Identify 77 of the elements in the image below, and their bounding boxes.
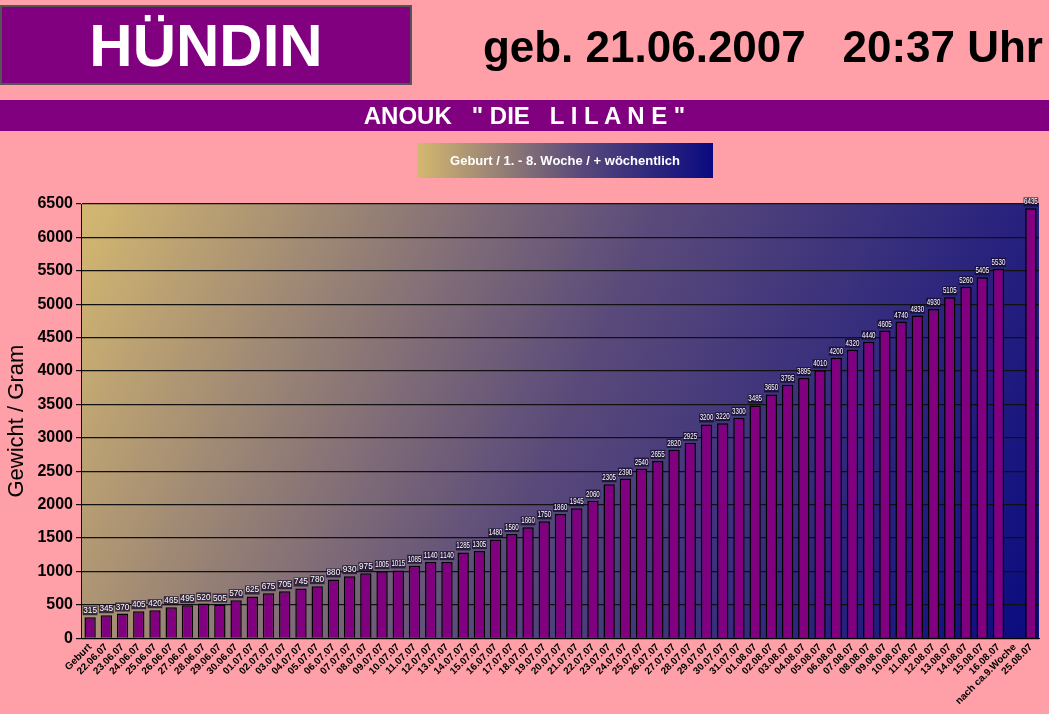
data-label: 3895 (796, 365, 811, 377)
data-label: 520 (196, 591, 211, 602)
data-label: 570 (229, 587, 244, 599)
data-label: 675 (261, 580, 276, 592)
data-label: 2060 (586, 488, 600, 499)
data-label: 2390 (618, 466, 633, 477)
data-label: 4010 (813, 358, 827, 369)
data-label: 1140 (423, 550, 439, 561)
text: Geburt / 1. - 8. Woche / + wöchentlich (417, 143, 713, 178)
data-label: 370 (115, 601, 130, 612)
y-tick-label: 1000 (37, 561, 74, 579)
data-label: 2925 (683, 430, 698, 442)
y-axis-title: Gewicht / Gram (3, 344, 29, 498)
data-label: 5530 (991, 256, 1006, 268)
data-label: 880 (326, 567, 341, 578)
data-label: 4740 (894, 309, 908, 320)
data-label: 625 (245, 584, 260, 595)
data-label: 975 (359, 560, 373, 572)
data-label: 2305 (602, 472, 617, 483)
data-label: 4200 (829, 345, 844, 356)
data-label: 1480 (488, 527, 503, 538)
y-tick-label: 500 (46, 595, 74, 613)
data-label: 405 (131, 598, 146, 610)
data-label: 4605 (878, 318, 892, 329)
data-label: 2655 (650, 448, 665, 460)
data-label: 745 (294, 576, 309, 587)
data-label: 1140 (440, 550, 455, 561)
data-label: 1945 (569, 496, 584, 507)
y-tick-label: 5000 (37, 294, 74, 312)
data-label: 3200 (699, 412, 714, 423)
data-label: 3485 (748, 393, 762, 404)
data-label: 1285 (456, 540, 471, 551)
chart-subtitle: ANOUK " DIE L I L A N E " (0, 100, 1049, 131)
data-label: 5260 (959, 274, 973, 286)
data-label: 3300 (732, 405, 746, 417)
data-label: 1305 (472, 538, 487, 550)
data-label: 345 (99, 602, 114, 614)
data-label: 1560 (504, 521, 519, 533)
y-tick-label: 6500 (37, 194, 74, 212)
data-label: 2540 (634, 456, 649, 467)
y-tick-label: 0 (64, 628, 74, 646)
data-label: 930 (342, 563, 357, 575)
data-label: 420 (148, 597, 163, 609)
y-tick-label: 4000 (37, 361, 74, 379)
data-label: 3650 (764, 382, 779, 393)
data-label: 4830 (910, 303, 925, 314)
data-label: 3220 (715, 410, 730, 422)
data-label: 315 (83, 604, 98, 616)
y-tick-label: 4500 (37, 328, 74, 346)
data-label: 4320 (845, 337, 860, 348)
text: geb. 21.06.2007 20:37 Uhr (481, 22, 1044, 72)
y-tick-label: 3000 (37, 428, 74, 446)
y-tick-label: 1500 (37, 528, 74, 546)
data-label: 4930 (926, 296, 941, 308)
data-label: 4440 (861, 329, 876, 340)
data-label: 1750 (537, 509, 552, 520)
data-label: 1005 (375, 558, 389, 570)
data-label: 5405 (975, 264, 990, 276)
data-label: 495 (180, 592, 195, 604)
data-label: 5105 (942, 285, 957, 296)
data-label: 1860 (553, 501, 568, 513)
y-tick-label: 3500 (37, 394, 74, 412)
data-label: 505 (213, 592, 227, 603)
chart-title: HÜNDIN (0, 5, 412, 85)
y-tick-label: 2500 (37, 461, 74, 479)
y-tick-label: 5500 (37, 261, 74, 279)
data-label: 1015 (391, 558, 406, 569)
y-tick-label: 6000 (37, 227, 74, 245)
data-label: 3795 (780, 372, 795, 384)
data-label: 6435 (1024, 196, 1038, 207)
data-label: 1085 (407, 553, 422, 565)
data-label: 705 (277, 578, 292, 590)
data-label: 780 (310, 573, 325, 585)
data-label: 2820 (667, 437, 681, 449)
data-label: 1660 (521, 515, 535, 526)
y-tick-label: 2000 (37, 495, 74, 513)
data-label: 465 (164, 594, 179, 606)
